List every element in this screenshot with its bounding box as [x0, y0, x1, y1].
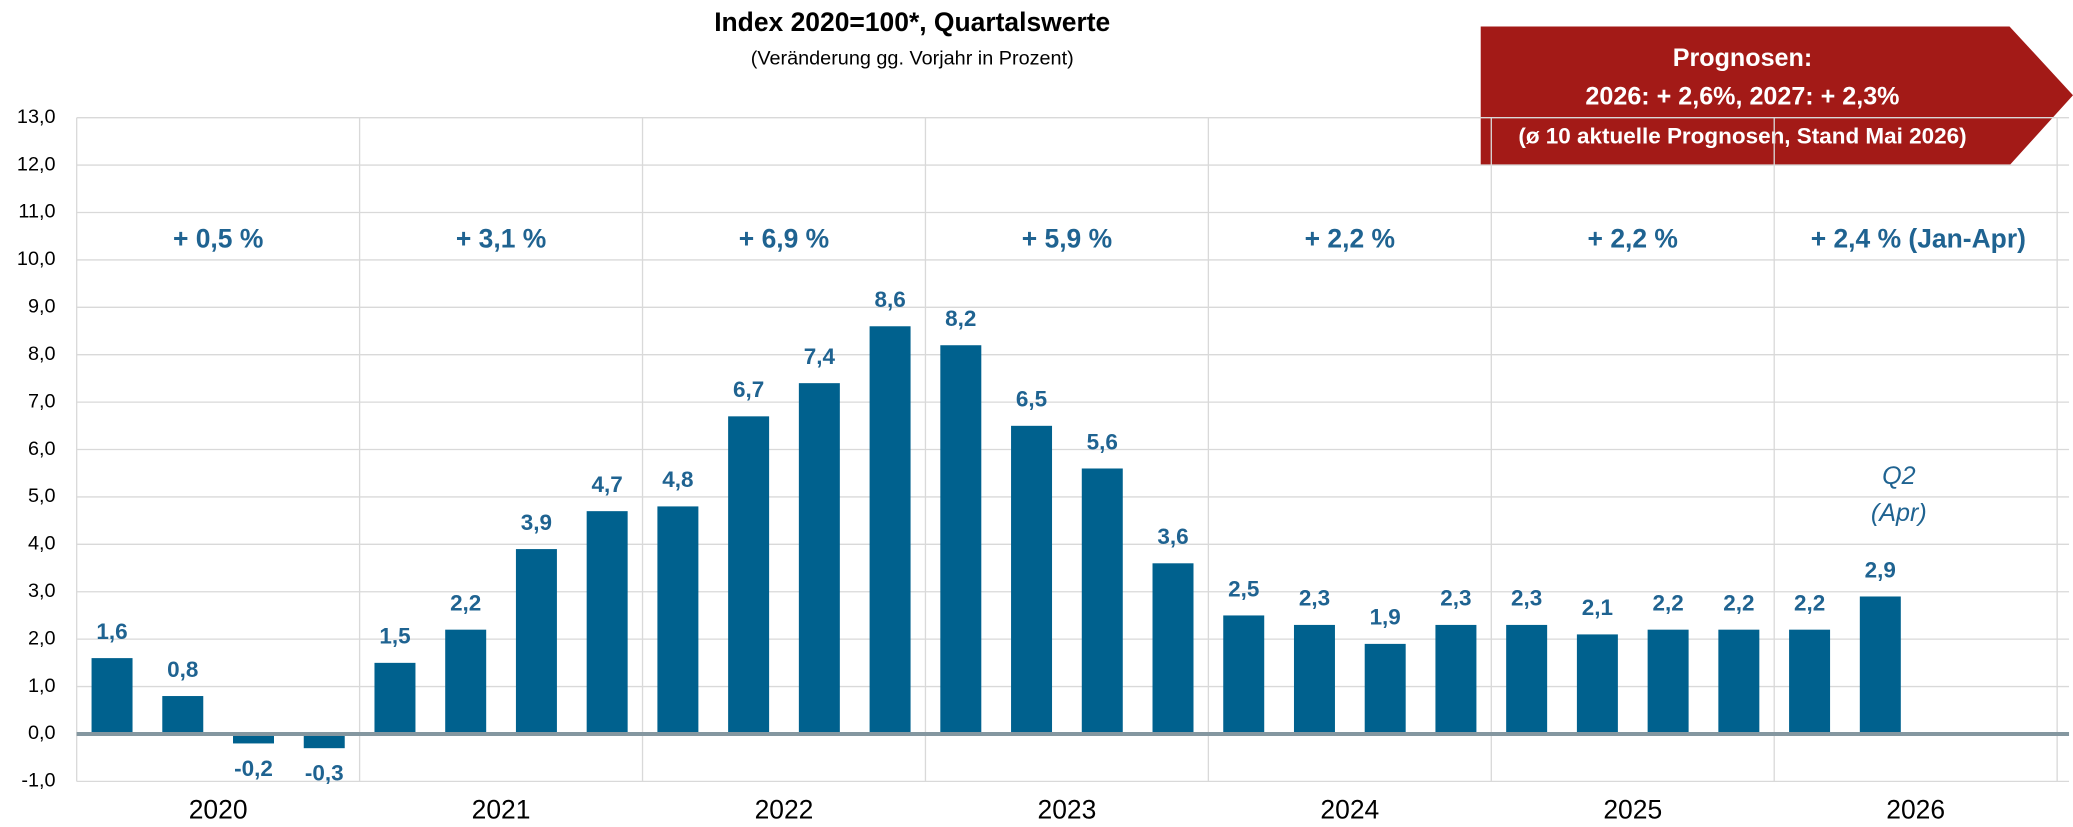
- bar: [445, 629, 487, 734]
- value-label: 2,2: [1794, 590, 1825, 615]
- y-tick-label: 11,0: [18, 201, 55, 223]
- value-label: 6,5: [1016, 387, 1047, 412]
- bar: [1859, 596, 1901, 734]
- callout-text: Prognosen:: [1673, 44, 1813, 72]
- chart-subtitle: (Veränderung gg. Vorjahr in Prozent): [751, 48, 1074, 70]
- bar: [374, 662, 416, 734]
- year-label: 2021: [472, 795, 531, 825]
- y-tick-label: 2,0: [28, 627, 56, 649]
- value-label: 5,6: [1087, 429, 1118, 454]
- value-label: 2,1: [1582, 595, 1613, 620]
- y-tick-label: 1,0: [28, 675, 56, 697]
- annual-change: + 5,9 %: [1022, 224, 1112, 254]
- value-label: 1,9: [1370, 605, 1401, 630]
- value-label: 8,2: [945, 306, 976, 331]
- year-label: 2024: [1320, 795, 1379, 825]
- year-label: 2026: [1886, 795, 1945, 825]
- bar: [1223, 615, 1265, 734]
- bar: [728, 416, 770, 734]
- bar: [1435, 624, 1477, 734]
- bar-note: (Apr): [1871, 499, 1927, 527]
- value-label: -0,3: [305, 761, 344, 786]
- y-tick-label: 6,0: [28, 438, 56, 460]
- bar: [1364, 643, 1406, 734]
- value-label: 2,5: [1228, 576, 1259, 601]
- value-label: 7,4: [804, 344, 836, 369]
- value-label: -0,2: [234, 756, 273, 781]
- bar: [869, 326, 911, 734]
- chart-title: Index 2020=100*, Quartalswerte: [714, 7, 1110, 37]
- bar: [1789, 629, 1831, 734]
- annual-change: + 0,5 %: [173, 224, 263, 254]
- y-tick-label: 4,0: [28, 533, 56, 555]
- bar: [91, 658, 133, 734]
- y-tick-label: 7,0: [28, 390, 56, 412]
- value-label: 2,3: [1440, 586, 1471, 611]
- annual-change: + 2,2 %: [1305, 224, 1395, 254]
- y-tick-label: 13,0: [17, 106, 56, 128]
- value-label: 2,3: [1511, 586, 1542, 611]
- value-label: 4,7: [592, 472, 623, 497]
- y-tick-label: 9,0: [28, 296, 56, 318]
- y-tick-label: 12,0: [17, 153, 56, 175]
- y-tick-label: 10,0: [17, 248, 56, 270]
- value-label: 2,2: [450, 590, 481, 615]
- year-label: 2022: [755, 795, 814, 825]
- y-tick-label: 0,0: [28, 722, 56, 744]
- bar: [303, 733, 345, 749]
- bar: [1718, 629, 1760, 734]
- callout-box: [1480, 26, 2073, 166]
- bar-note: Q2: [1882, 462, 1916, 490]
- value-label: 3,9: [521, 510, 552, 535]
- y-tick-label: 3,0: [28, 580, 56, 602]
- value-label: 2,9: [1865, 557, 1896, 582]
- bar: [586, 511, 628, 734]
- y-tick-label: 8,0: [28, 343, 56, 365]
- value-label: 2,2: [1723, 590, 1754, 615]
- year-label: 2023: [1037, 795, 1096, 825]
- bar: [1647, 629, 1689, 734]
- bar: [1081, 468, 1123, 734]
- bar: [1293, 624, 1335, 734]
- bar: [162, 696, 204, 734]
- bar: [940, 345, 982, 734]
- bar: [1011, 425, 1053, 734]
- value-label: 2,3: [1299, 586, 1330, 611]
- value-label: 4,8: [662, 467, 693, 492]
- bar: [1576, 634, 1618, 734]
- bar: [515, 549, 557, 734]
- bar: [798, 383, 840, 734]
- year-label: 2020: [189, 795, 248, 825]
- value-label: 8,6: [874, 287, 905, 312]
- value-label: 6,7: [733, 377, 764, 402]
- annual-change: + 2,4 % (Jan-Apr): [1811, 224, 2026, 254]
- y-tick-label: 5,0: [28, 485, 56, 507]
- y-tick-label: -1,0: [21, 770, 55, 792]
- value-label: 3,6: [1157, 524, 1188, 549]
- value-label: 1,6: [96, 619, 127, 644]
- callout-text: 2026: + 2,6%, 2027: + 2,3%: [1585, 82, 1899, 110]
- annual-change: + 6,9 %: [739, 224, 829, 254]
- bar: [1152, 563, 1194, 734]
- value-label: 2,2: [1652, 590, 1683, 615]
- annual-change: + 3,1 %: [456, 224, 546, 254]
- bar: [233, 733, 274, 744]
- callout-text: (ø 10 aktuelle Prognosen, Stand Mai 2026…: [1518, 123, 1966, 148]
- year-label: 2025: [1603, 795, 1662, 825]
- bar: [1506, 624, 1548, 734]
- value-label: 1,5: [379, 624, 410, 649]
- annual-change: + 2,2 %: [1588, 224, 1678, 254]
- bar: [657, 506, 699, 734]
- value-label: 0,8: [167, 657, 198, 682]
